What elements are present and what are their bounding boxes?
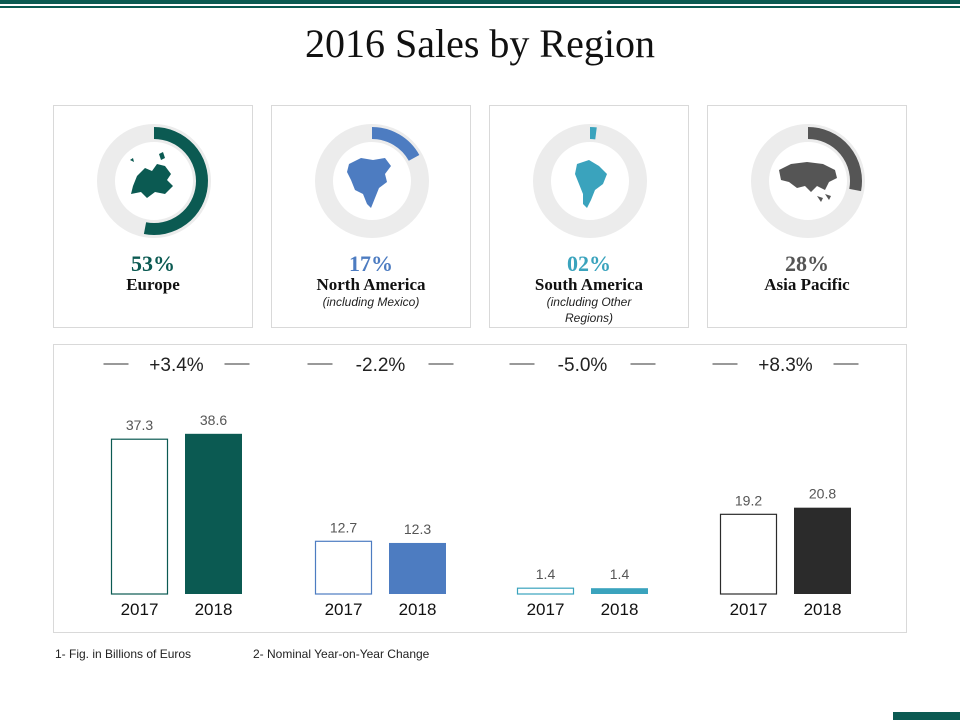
corner-accent-bar bbox=[893, 712, 960, 720]
region-percent: 53% bbox=[131, 251, 175, 276]
region-name: Asia Pacific bbox=[764, 275, 850, 294]
north-america-map-icon bbox=[347, 158, 391, 208]
year-tick-label: 2017 bbox=[527, 600, 565, 619]
bar-value-label: 1.4 bbox=[536, 566, 556, 582]
asia-pacific-donut bbox=[751, 124, 865, 238]
yoy-change-label: +8.3% bbox=[758, 355, 813, 376]
top-accent-bar bbox=[0, 0, 960, 4]
region-card-north-america: 17% North America (including Mexico) bbox=[271, 105, 471, 328]
europe-map-icon bbox=[130, 152, 173, 198]
bar-value-label: 37.3 bbox=[126, 417, 153, 433]
region-name: North America bbox=[316, 275, 426, 294]
bar-chart: +3.4% 37.3 2017 38.6 2018 -2.2% 12.7 2017 12.3 20… bbox=[103, 355, 859, 619]
bar-2018 bbox=[794, 507, 851, 594]
yoy-change-label: -2.2% bbox=[356, 355, 406, 376]
south-america-donut bbox=[533, 124, 647, 238]
year-tick-label: 2017 bbox=[121, 600, 159, 619]
bar-2018 bbox=[389, 542, 446, 594]
bar-value-label: 38.6 bbox=[200, 412, 227, 428]
region-percent: 17% bbox=[349, 251, 393, 276]
bar-2017 bbox=[314, 540, 373, 595]
year-tick-label: 2018 bbox=[195, 600, 233, 619]
asia-pacific-share-arc bbox=[807, 127, 862, 192]
bar-chart-panel: +3.4% 37.3 2017 38.6 2018 -2.2% 12.7 2017 12.3 20… bbox=[53, 344, 907, 633]
bar-2017 bbox=[110, 438, 169, 595]
year-tick-label: 2018 bbox=[399, 600, 437, 619]
asia-map-icon bbox=[779, 162, 837, 202]
bar-2018 bbox=[591, 588, 648, 594]
footnote-units: 1- Fig. in Billions of Euros bbox=[55, 647, 192, 661]
north-america-share-arc bbox=[371, 127, 420, 162]
region-card-asia-pacific: 28% Asia Pacific bbox=[707, 105, 907, 328]
page-title: 2016 Sales by Region bbox=[305, 21, 655, 66]
bar-value-label: 12.7 bbox=[330, 519, 357, 535]
region-note: (including Mexico) bbox=[322, 295, 420, 309]
year-tick-label: 2017 bbox=[325, 600, 363, 619]
yoy-change-label: +3.4% bbox=[149, 355, 204, 376]
year-tick-label: 2018 bbox=[601, 600, 639, 619]
bar-2018 bbox=[185, 433, 242, 594]
bar-value-label: 1.4 bbox=[610, 566, 630, 582]
bar-value-label: 19.2 bbox=[735, 492, 762, 508]
footnote-change: 2- Nominal Year-on-Year Change bbox=[253, 647, 430, 661]
bar-value-label: 12.3 bbox=[404, 521, 431, 537]
region-note: (including Other Regions) bbox=[546, 295, 632, 325]
region-percent: 02% bbox=[567, 251, 611, 276]
europe-donut bbox=[97, 124, 211, 238]
bar-2017 bbox=[516, 587, 575, 595]
bar-value-label: 20.8 bbox=[809, 486, 836, 502]
region-name: Europe bbox=[126, 275, 180, 294]
year-tick-label: 2018 bbox=[804, 600, 842, 619]
region-percent: 28% bbox=[785, 251, 829, 276]
region-card-south-america: 02% South America (including Other Regio… bbox=[489, 105, 689, 328]
north-america-donut bbox=[315, 124, 429, 238]
year-tick-label: 2017 bbox=[730, 600, 768, 619]
europe-share-arc bbox=[143, 127, 208, 235]
bar-2017 bbox=[719, 513, 778, 595]
region-name: South America bbox=[534, 275, 644, 294]
south-america-map-icon bbox=[575, 160, 607, 208]
region-card-europe: 53% Europe bbox=[53, 105, 253, 328]
yoy-change-label: -5.0% bbox=[558, 355, 608, 376]
top-accent-line bbox=[0, 6, 960, 8]
